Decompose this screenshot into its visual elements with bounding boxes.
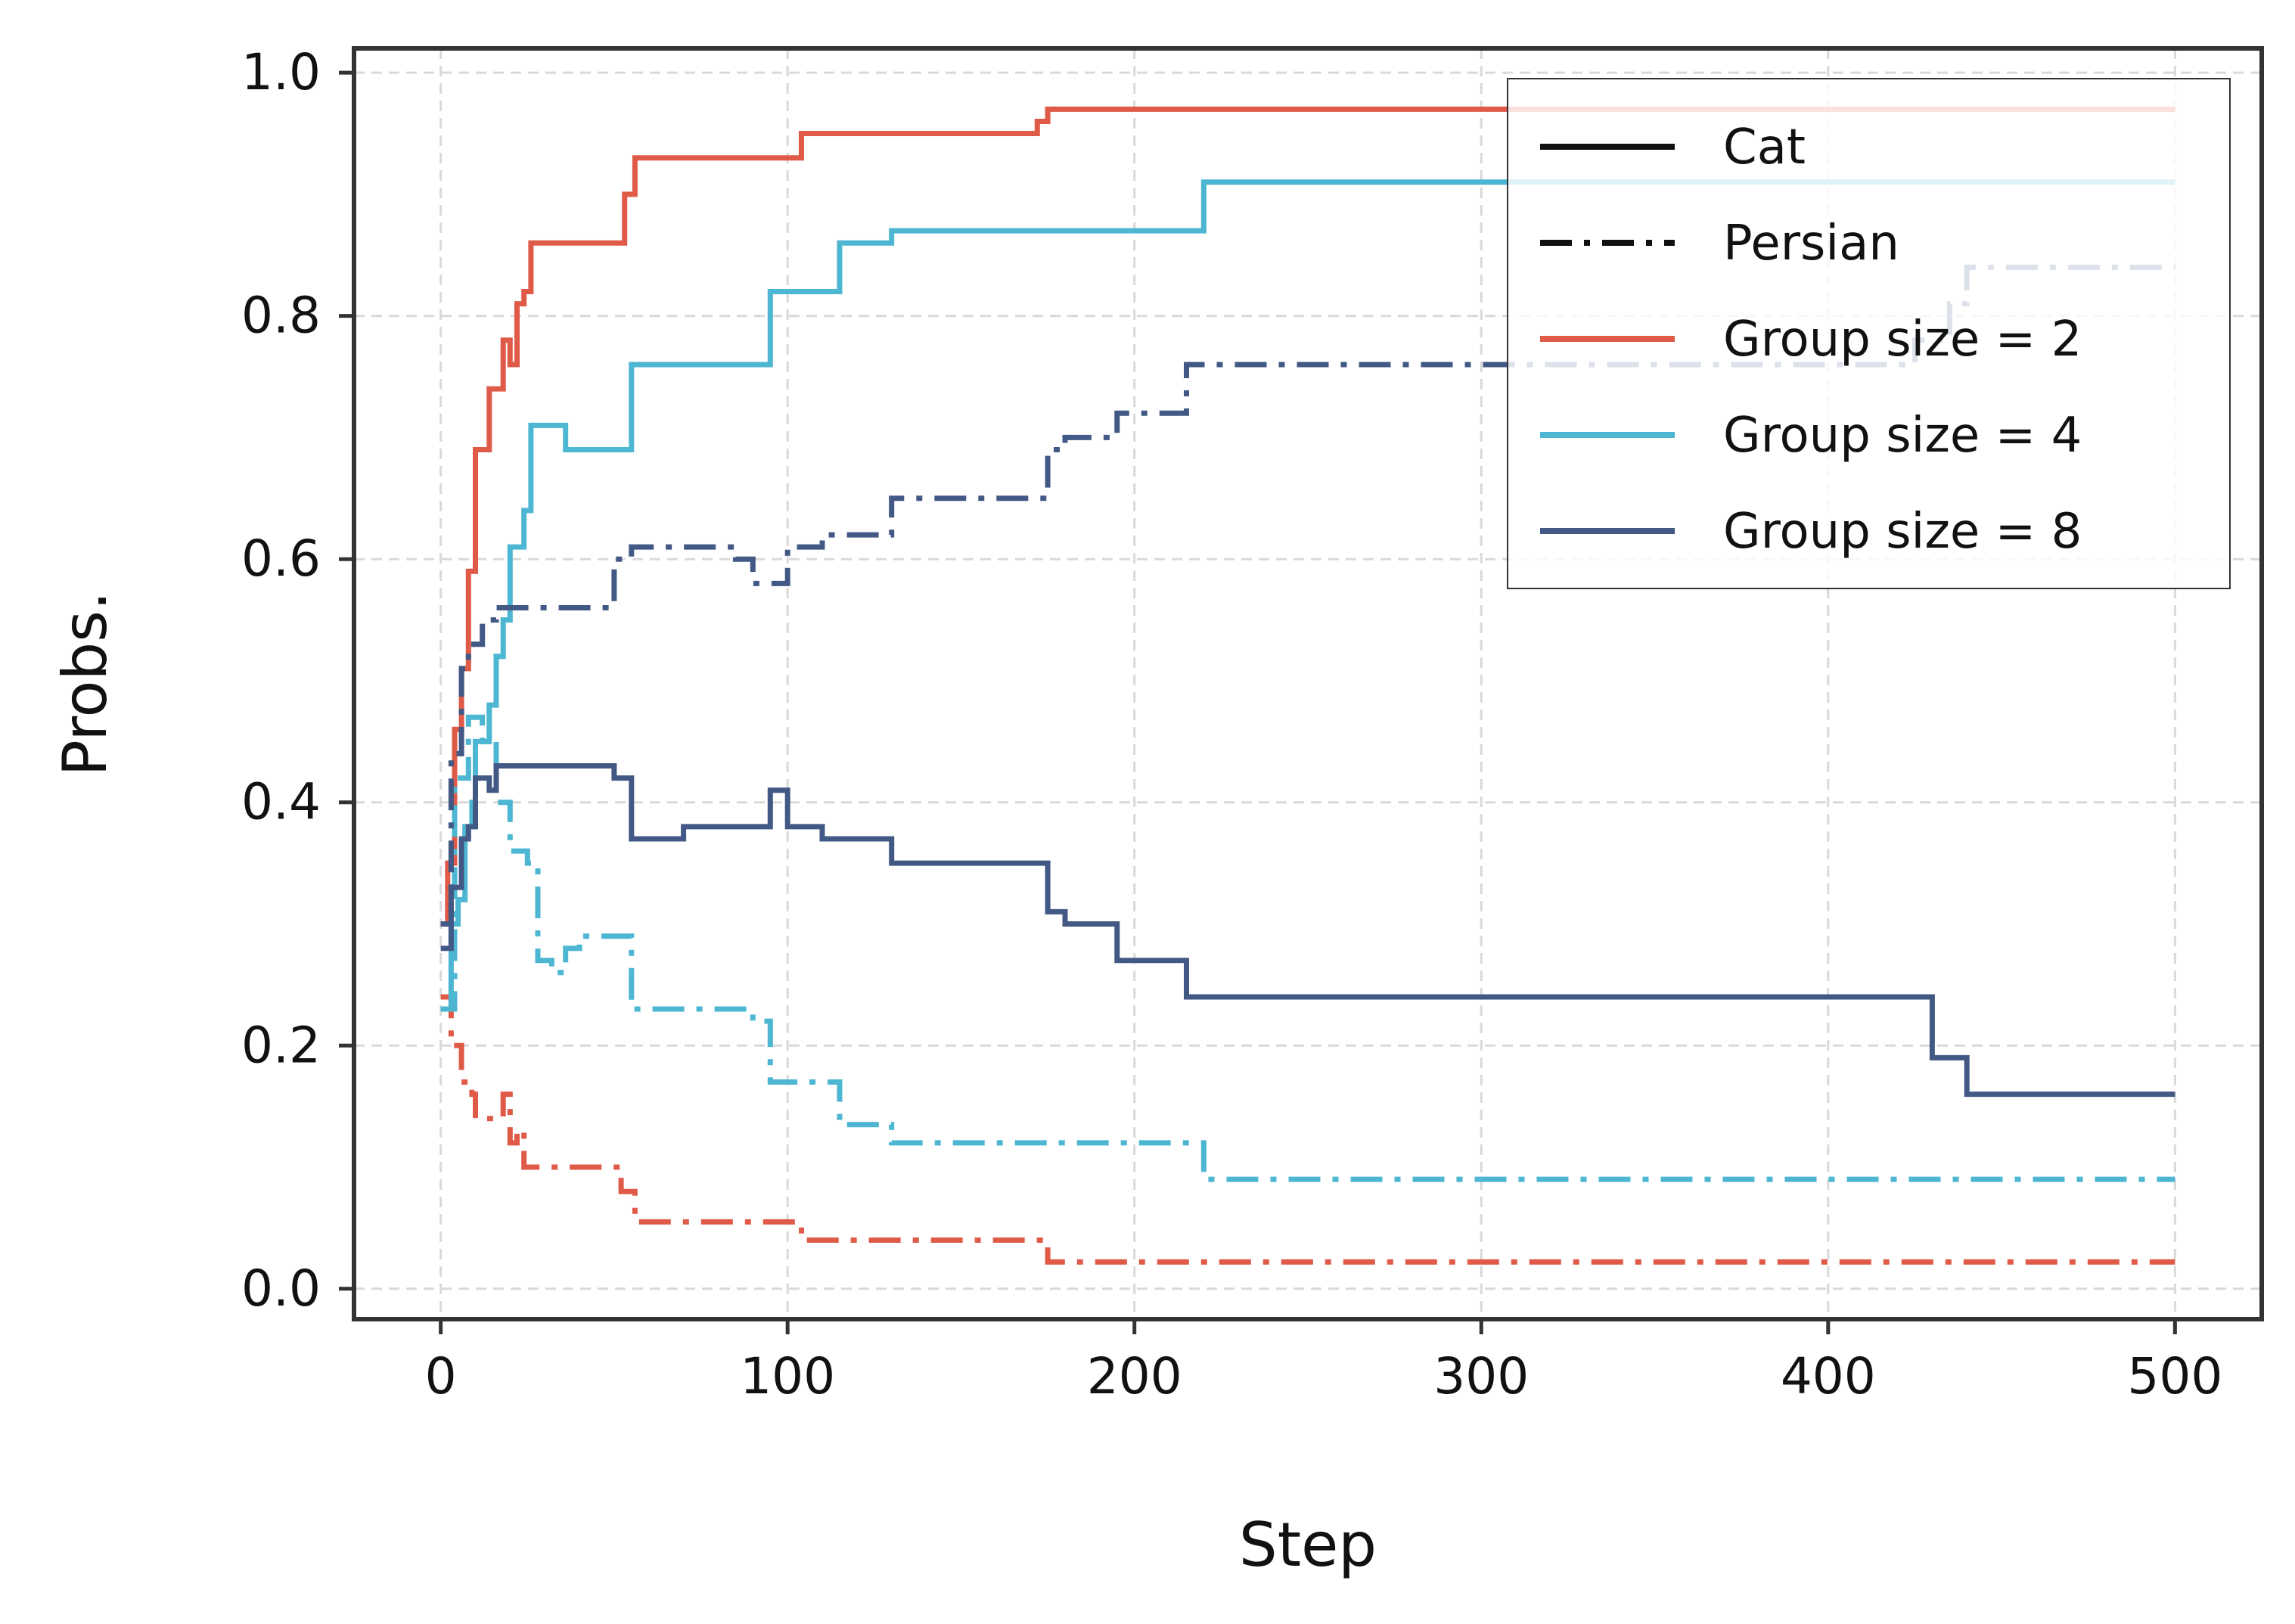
series-line-2 bbox=[440, 994, 2175, 1265]
x-tick-label: 400 bbox=[1781, 1347, 1876, 1405]
ticks: 0 100 200 300 400 500 0.0 0.2 0.4 0.6 0.8 1.0 bbox=[241, 43, 2222, 1405]
x-axis-title: Step bbox=[1239, 1510, 1377, 1580]
legend-label: Cat bbox=[1723, 120, 1806, 175]
legend-label: Group size = 4 bbox=[1723, 408, 2082, 464]
y-tick-label: 0.6 bbox=[241, 529, 321, 588]
legend-label: Persian bbox=[1723, 216, 1899, 272]
x-tick-label: 300 bbox=[1433, 1347, 1529, 1405]
legend: Cat Persian Group size = 2 Group size = 4 Gr… bbox=[1507, 78, 2231, 589]
y-tick-label: 1.0 bbox=[241, 43, 321, 101]
x-tick-label: 0 bbox=[425, 1347, 457, 1405]
y-axis-title: Probs. bbox=[50, 592, 120, 777]
series-line-6 bbox=[440, 264, 2175, 927]
plot-frame bbox=[352, 46, 2264, 1321]
y-tick-label: 0.0 bbox=[241, 1259, 321, 1318]
series-layer bbox=[440, 106, 2175, 1265]
x-tick-label: 200 bbox=[1087, 1347, 1182, 1405]
legend-label: Group size = 2 bbox=[1723, 312, 2082, 368]
y-tick-label: 0.8 bbox=[241, 287, 321, 345]
series-line-5 bbox=[440, 763, 2175, 1098]
y-tick-label: 0.4 bbox=[241, 773, 321, 831]
y-tick-label: 0.2 bbox=[241, 1016, 321, 1074]
series-line-4 bbox=[440, 714, 2175, 1182]
legend-box bbox=[1507, 78, 2231, 589]
legend-label: Group size = 8 bbox=[1723, 504, 2082, 560]
x-tick-label: 500 bbox=[2127, 1347, 2222, 1405]
x-tick-label: 100 bbox=[740, 1347, 835, 1405]
